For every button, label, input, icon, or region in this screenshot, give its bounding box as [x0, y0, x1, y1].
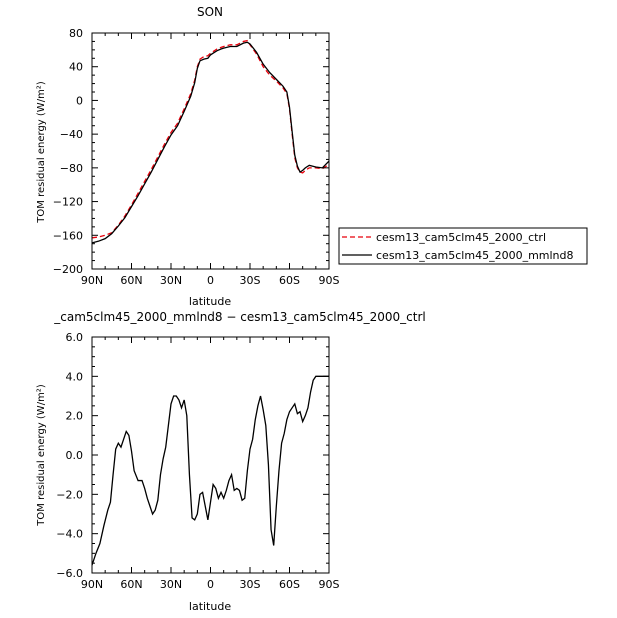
top-y-tick-label: −40	[60, 128, 83, 141]
legend-label-mmlnd8: cesm13_cam5clm45_2000_mmlnd8	[376, 249, 574, 262]
bottom-x-tick-label: 0	[207, 578, 214, 591]
bottom-x-axis-label: latitude	[189, 600, 231, 613]
bottom-x-tick-label: 90S	[319, 578, 340, 591]
top-panel: SON 90N 60N 30N 0 30S 60S 90S −200 −160 −120 −80 −4…	[36, 5, 340, 308]
top-plot-area: 90N 60N 30N 0 30S 60S 90S −200 −160 −120 −80 −40 0 40…	[53, 27, 340, 287]
bottom-x-tick-label: 90N	[81, 578, 103, 591]
bottom-y-tick-label: −4.0	[56, 528, 83, 541]
bottom-y-tick-label: 6.0	[66, 331, 84, 344]
top-y-tick-label: −160	[53, 229, 83, 242]
bottom-y-axis-label: TOM residual energy (W/m²)	[36, 384, 47, 527]
legend-box	[338, 227, 588, 265]
top-x-tick-label: 30N	[160, 274, 182, 287]
top-y-tick-label: −120	[53, 196, 83, 209]
bottom-x-tick-label: 30N	[160, 578, 182, 591]
bottom-y-tick-label: 0.0	[66, 449, 84, 462]
top-x-tick-label: 90S	[319, 274, 340, 287]
bottom-x-tick-label: 30S	[240, 578, 261, 591]
bottom-x-tick-label: 60S	[279, 578, 300, 591]
top-x-tick-label: 60N	[120, 274, 142, 287]
bottom-y-tick-label: −6.0	[56, 567, 83, 580]
top-x-tick-label: 60S	[279, 274, 300, 287]
top-series-line-1	[92, 41, 329, 244]
top-y-axis-label: TOM residual energy (W/m²)	[36, 81, 47, 224]
top-x-axis-label: latitude	[189, 295, 231, 308]
legend-label-ctrl: cesm13_cam5clm45_2000_ctrl	[376, 231, 546, 244]
bottom-x-tick-label: 60N	[120, 578, 142, 591]
bottom-y-tick-label: −2.0	[56, 488, 83, 501]
top-x-tick-label: 0	[207, 274, 214, 287]
bottom-plot-area: 90N 60N 30N 0 30S 60S 90S −6.0 −4.0 −2.0 0.0 2.0 4.0…	[56, 331, 339, 591]
bottom-panel: _cam5clm45_2000_mmlnd8 − cesm13_cam5clm4…	[36, 310, 426, 613]
top-y-tick-label: −80	[60, 162, 83, 175]
top-x-tick-label: 30S	[240, 274, 261, 287]
top-chart-title: SON	[197, 5, 223, 19]
top-x-tick-label: 90N	[81, 274, 103, 287]
legend: cesm13_cam5clm45_2000_ctrl cesm13_cam5cl…	[338, 227, 588, 265]
bottom-y-tick-label: 4.0	[66, 370, 84, 383]
bottom-y-tick-label: 2.0	[66, 410, 84, 423]
bottom-series-line-0	[92, 375, 329, 566]
top-y-tick-label: 40	[69, 61, 83, 74]
top-y-tick-label: 0	[76, 94, 83, 107]
top-y-tick-label: 80	[69, 27, 83, 40]
top-y-tick-label: −200	[53, 263, 83, 276]
bottom-plot-frame	[91, 336, 330, 574]
bottom-chart-title: _cam5clm45_2000_mmlnd8 − cesm13_cam5clm4…	[53, 310, 425, 324]
